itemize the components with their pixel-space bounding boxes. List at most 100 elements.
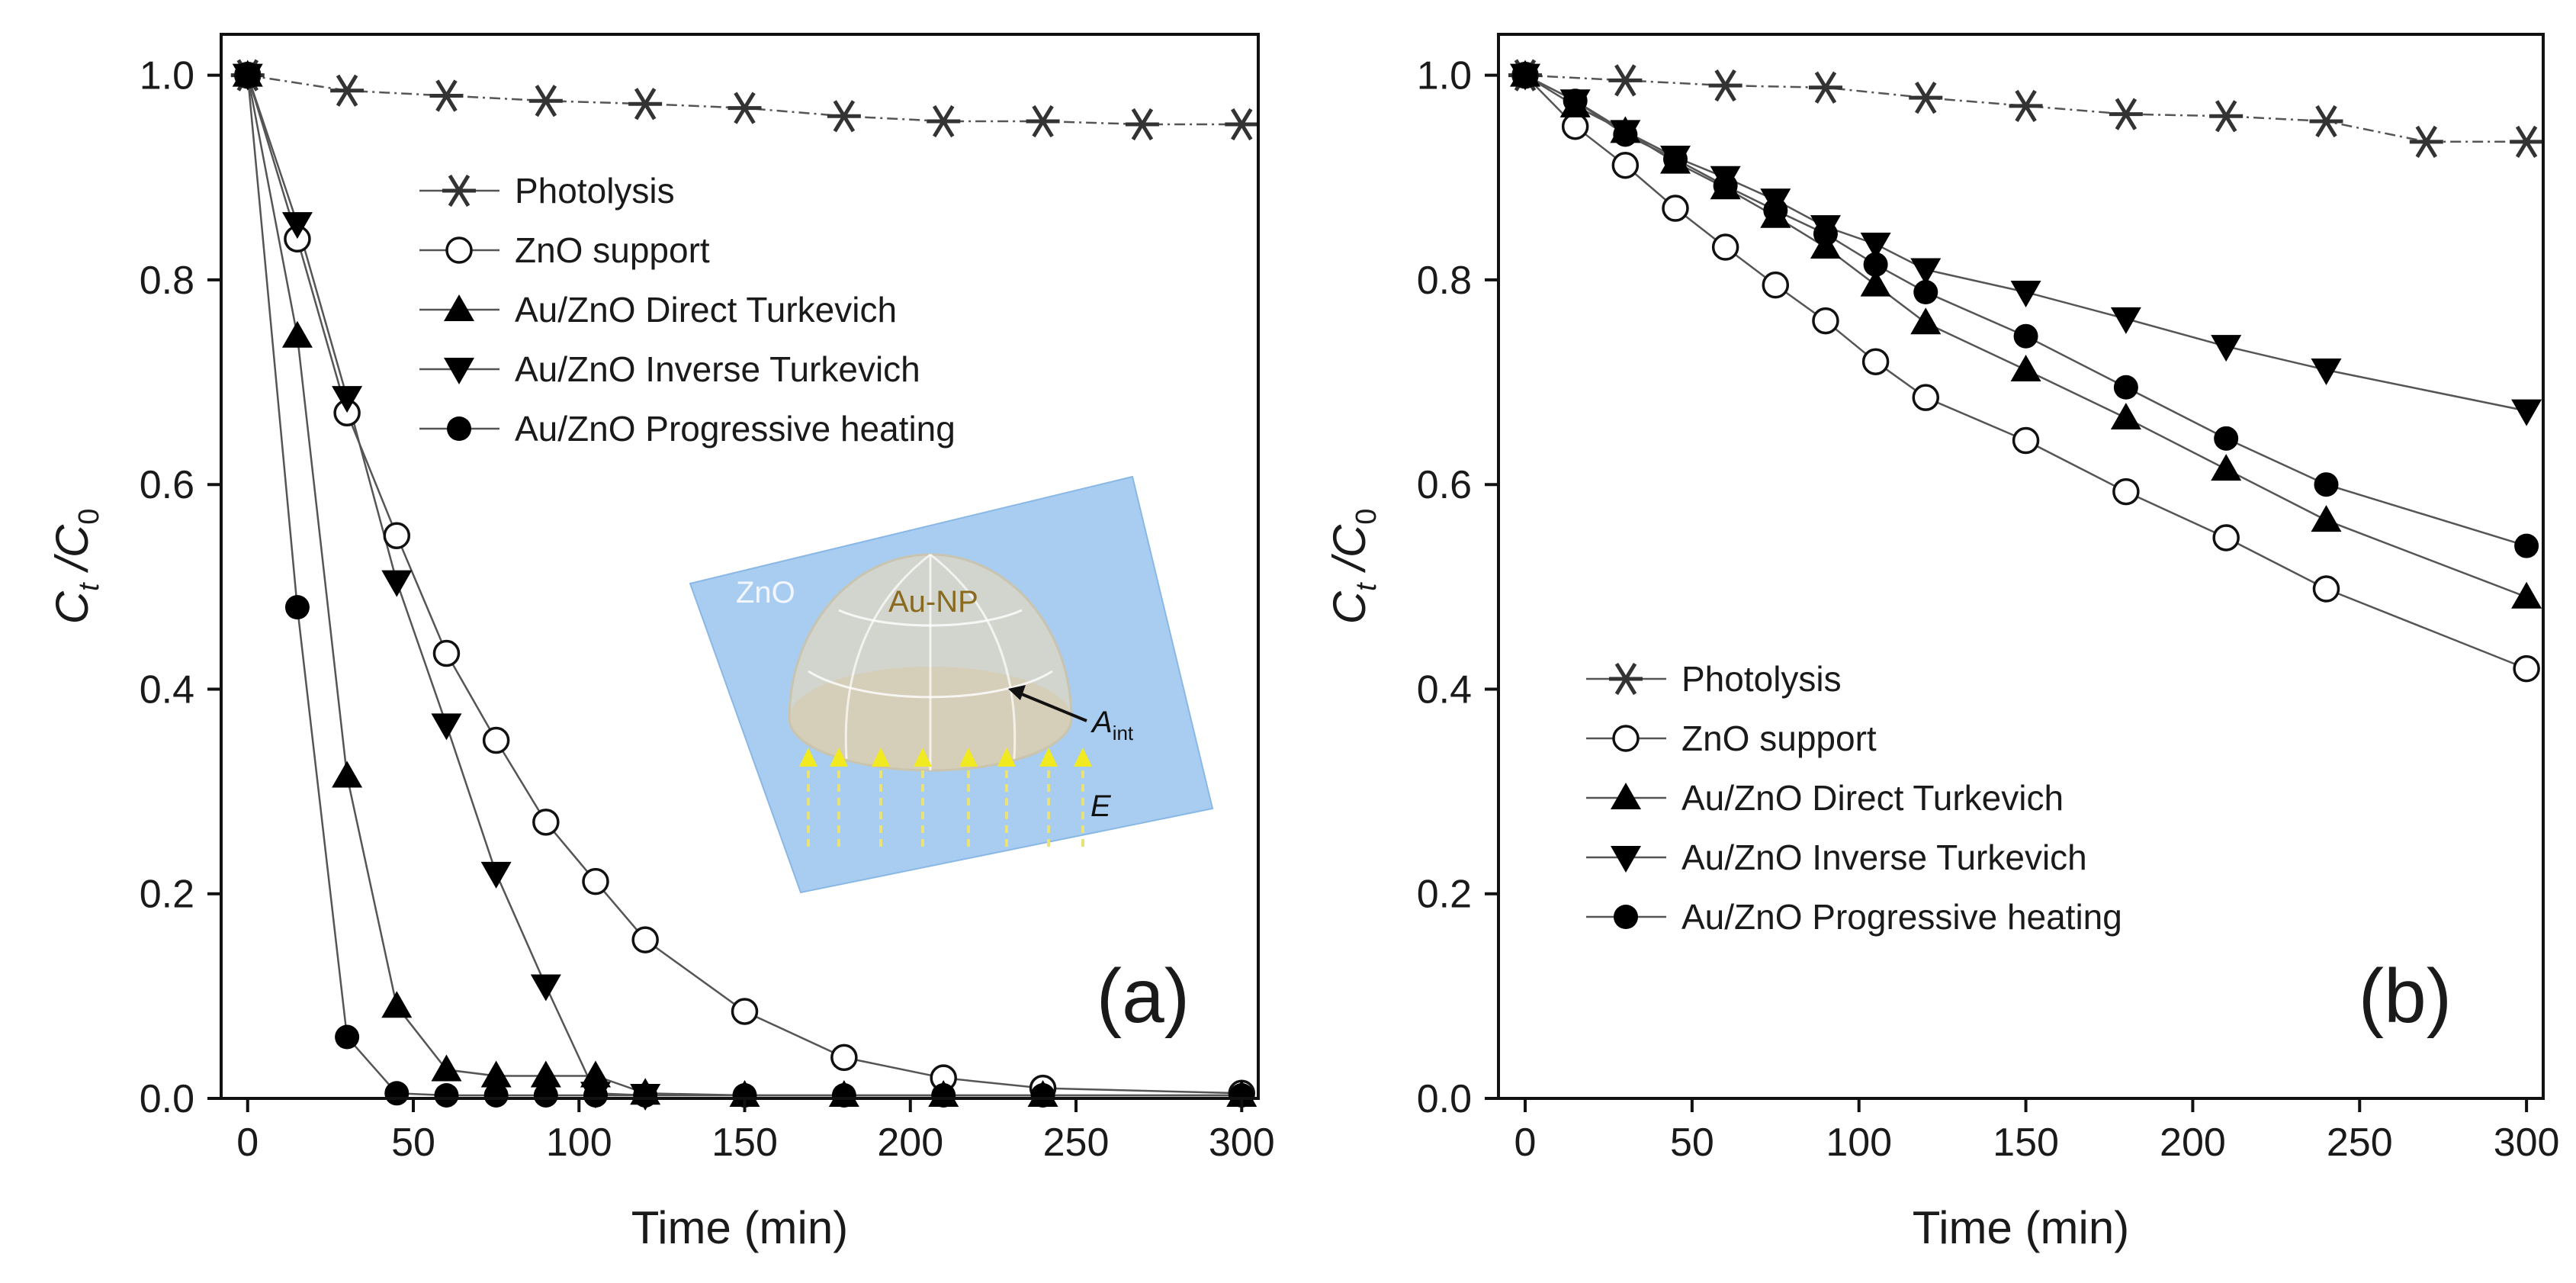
data-point: [2312, 575, 2340, 603]
data-point: [2109, 98, 2143, 130]
x-tick-label: 200: [877, 1121, 943, 1165]
data-point: [2209, 100, 2244, 133]
data-point: [335, 1024, 360, 1050]
legend: Photolysis ZnO support Au/ZnO Direct Turke…: [1586, 659, 2122, 937]
data-point: [628, 88, 663, 121]
y-axis-title-sep: /C: [1324, 524, 1375, 583]
data-point: [631, 926, 659, 953]
data-point: [830, 1043, 858, 1072]
legend-item: Photolysis: [1586, 659, 1842, 699]
data-point: [235, 63, 260, 88]
data-point: [530, 974, 561, 1002]
legend-marker: [1612, 725, 1640, 752]
y-tick-label: 1.0: [1417, 54, 1472, 98]
y-tick-label: 0.8: [140, 259, 194, 303]
legend-marker: [444, 358, 474, 384]
y-axis-title-sub2: 0: [73, 509, 105, 525]
inset-grid-line: [930, 553, 1017, 760]
panel-label: (b): [2359, 953, 2452, 1039]
inset-au-np-label: Au-NP: [888, 585, 978, 619]
data-point: [1561, 112, 1589, 140]
inset-field-arrowhead: [830, 748, 848, 767]
series-line-0: [247, 74, 1242, 126]
x-tick-label: 300: [2494, 1121, 2560, 1165]
y-tick-label: 0.6: [140, 463, 194, 507]
data-point: [384, 1081, 410, 1106]
data-point: [1608, 64, 1643, 97]
data-point: [1125, 108, 1159, 141]
data-point: [2311, 358, 2342, 385]
data-point: [1808, 71, 1842, 104]
data-point: [2314, 472, 2339, 497]
legend-item: Au/ZnO Progressive heating: [1586, 897, 2122, 937]
data-point: [429, 79, 464, 112]
inset-aint-arrow: [1017, 691, 1087, 722]
legend-label: Au/ZnO Progressive heating: [1681, 897, 2122, 937]
x-tick-label: 300: [1209, 1121, 1275, 1165]
inset-e-label: E: [1090, 789, 1112, 823]
data-point: [1708, 69, 1742, 102]
legend-label: Au/ZnO Progressive heating: [515, 409, 956, 449]
legend-item: Photolysis: [419, 171, 675, 211]
legend-item: ZnO support: [1586, 719, 1877, 758]
x-tick-label: 150: [711, 1121, 778, 1165]
data-point: [332, 760, 363, 788]
series-line-1: [246, 75, 1242, 1095]
data-point: [1611, 151, 1640, 179]
data-point: [633, 1082, 658, 1108]
data-point: [1861, 348, 1890, 375]
data-point: [432, 639, 461, 667]
data-point: [483, 1082, 509, 1108]
data-point: [2514, 533, 2539, 558]
data-point: [2309, 105, 2343, 138]
y-tick-label: 0.4: [1417, 667, 1472, 712]
data-point: [434, 1082, 459, 1108]
data-point: [1909, 82, 1943, 114]
legend-label: Au/ZnO Inverse Turkevich: [515, 349, 920, 389]
legend-label: Au/ZnO Direct Turkevich: [1681, 778, 2064, 818]
data-point: [831, 1082, 856, 1108]
data-point: [381, 991, 413, 1018]
x-tick-label: 100: [1826, 1121, 1892, 1165]
legend-label: Au/ZnO Inverse Turkevich: [1681, 838, 2087, 877]
y-tick-label: 0.2: [1417, 873, 1472, 917]
data-point: [330, 74, 365, 107]
data-point: [2214, 426, 2239, 451]
data-point: [2211, 335, 2242, 362]
data-point: [1860, 232, 1891, 259]
legend-marker: [447, 416, 471, 441]
data-point: [284, 595, 310, 620]
legend-marker: [1609, 662, 1643, 696]
x-tick-label: 250: [1043, 1121, 1110, 1165]
data-point: [732, 1082, 757, 1108]
data-point: [1913, 280, 1938, 305]
data-point: [431, 1054, 462, 1082]
legend-label: ZnO support: [515, 230, 710, 270]
inset-field-arrowhead: [1074, 748, 1092, 767]
y-tick-label: 0.2: [140, 873, 194, 917]
data-point: [1662, 146, 1688, 172]
inset-grid-line: [844, 553, 931, 760]
x-tick-label: 50: [1670, 1121, 1714, 1165]
data-point: [383, 522, 411, 550]
data-point: [1229, 1082, 1254, 1108]
data-point: [281, 320, 313, 348]
data-point: [1863, 252, 1888, 277]
data-point: [2009, 89, 2043, 122]
y-axis-title-sub1: t: [1351, 582, 1383, 591]
y-axis-title-sub1: t: [73, 582, 105, 591]
y-tick-label: 0.0: [1417, 1077, 1472, 1121]
data-point: [731, 998, 759, 1025]
legend-marker: [1614, 905, 1638, 929]
data-point: [1662, 195, 1689, 222]
legend-marker: [442, 174, 476, 207]
data-point: [1812, 307, 1839, 335]
inset-aint-label: Aint: [1090, 706, 1134, 744]
x-tick-label: 100: [546, 1121, 612, 1165]
data-point: [2513, 654, 2540, 683]
data-point: [532, 809, 560, 836]
y-tick-label: 0.4: [140, 667, 194, 712]
data-point: [582, 867, 609, 896]
y-tick-label: 0.8: [1417, 259, 1472, 303]
